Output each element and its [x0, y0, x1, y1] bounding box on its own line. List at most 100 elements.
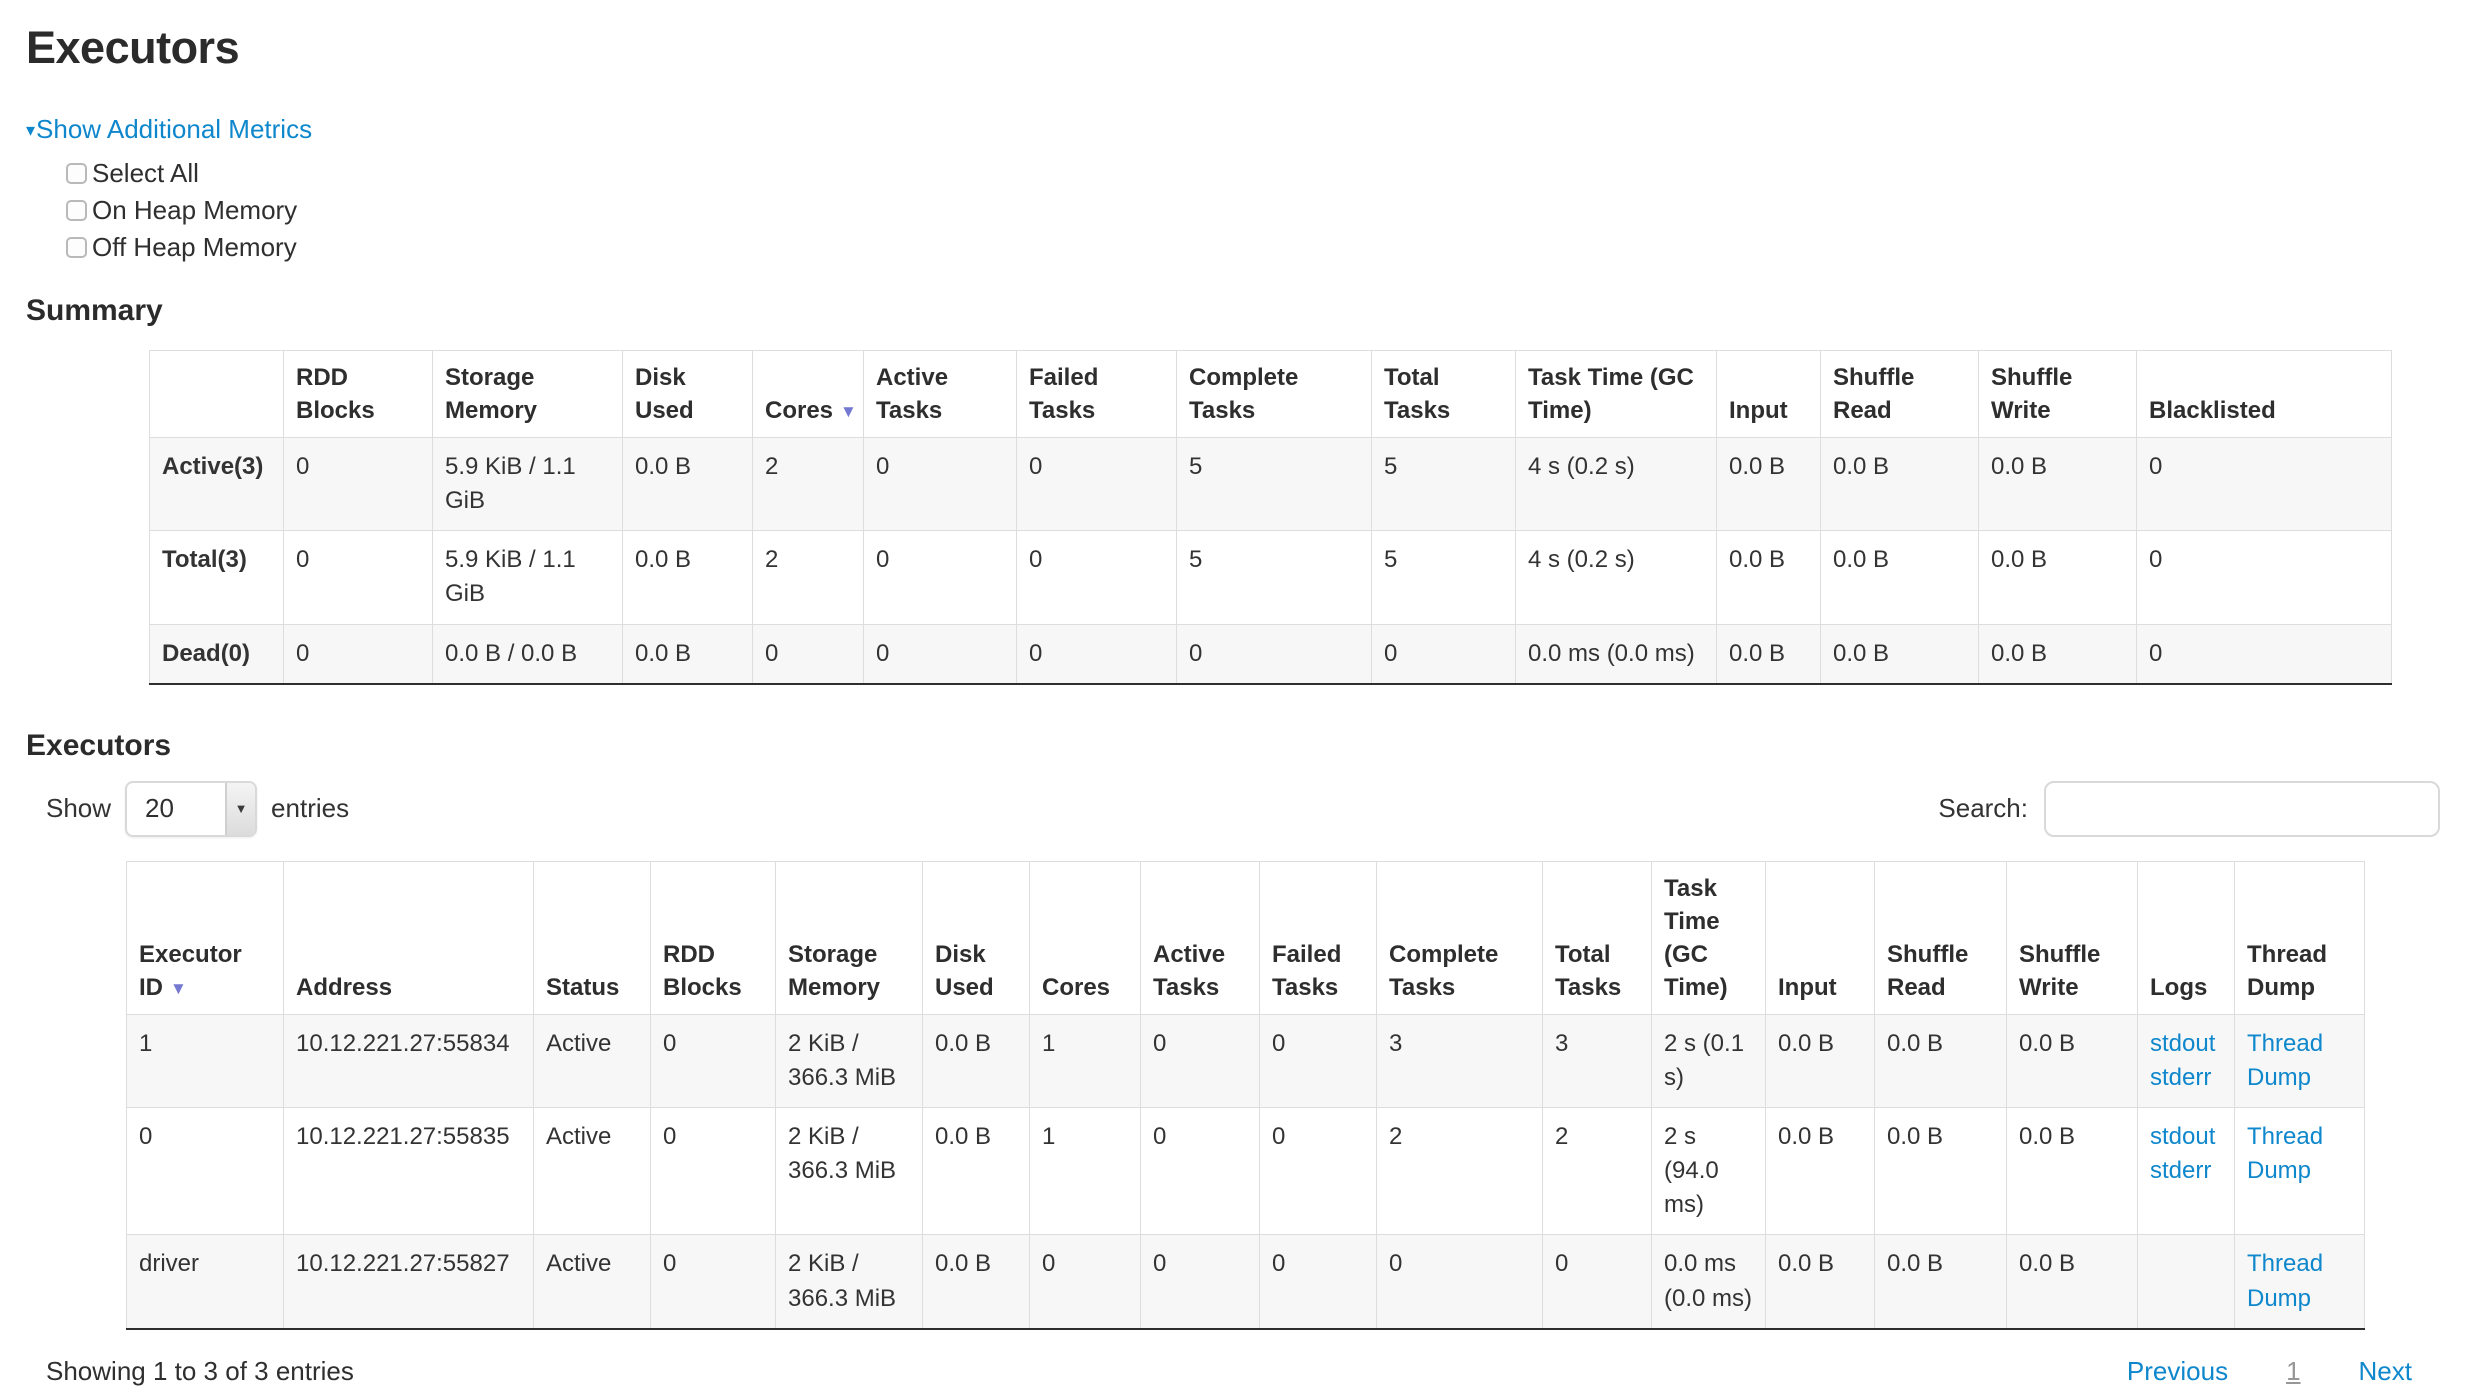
executors-header-failed-tasks[interactable]: Failed Tasks — [1259, 860, 1377, 1016]
executors-header-complete-tasks[interactable]: Complete Tasks — [1376, 860, 1543, 1016]
summary-cell: 0 — [2136, 530, 2392, 625]
summary-cell: 0.0 B — [622, 530, 753, 625]
summary-cell: 2 — [752, 437, 864, 532]
executor-id-cell: driver — [126, 1234, 284, 1330]
executors-header-thread-dump[interactable]: Thread Dump — [2234, 860, 2365, 1016]
stdout-link[interactable]: stdout — [2150, 1123, 2216, 1151]
page-length-select[interactable]: 20 ▼ — [125, 780, 258, 837]
complete-tasks-cell: 2 — [1376, 1107, 1543, 1236]
task-time-cell: 2 s (94.0 ms) — [1651, 1107, 1766, 1236]
summary-header-task-time[interactable]: Task Time (GC Time) — [1515, 349, 1717, 439]
stderr-link[interactable]: stderr — [2150, 1157, 2212, 1185]
thread-dump-link[interactable]: Thread Dump — [2247, 1030, 2324, 1092]
rdd-blocks-cell: 0 — [650, 1234, 776, 1330]
executors-header-disk-used[interactable]: Disk Used — [922, 860, 1030, 1016]
summary-header-storage-memory[interactable]: Storage Memory — [432, 349, 623, 439]
entries-info: Showing 1 to 3 of 3 entries — [46, 1355, 354, 1386]
summary-table: RDD Blocks Storage Memory Disk Used Core… — [149, 349, 2392, 685]
thread-dump-link[interactable]: Thread Dump — [2247, 1250, 2324, 1312]
summary-cell: 0 — [283, 530, 433, 625]
summary-cell: 0.0 B — [1820, 623, 1979, 685]
shuffle-write-cell: 0.0 B — [2006, 1014, 2138, 1109]
executors-header-status[interactable]: Status — [533, 860, 651, 1016]
address-cell: 10.12.221.27:55834 — [283, 1014, 534, 1109]
executors-header-shuffle-read[interactable]: Shuffle Read — [1874, 860, 2007, 1016]
summary-header-total-tasks[interactable]: Total Tasks — [1371, 349, 1516, 439]
disk-used-cell: 0.0 B — [922, 1234, 1030, 1330]
executors-header-logs[interactable]: Logs — [2137, 860, 2235, 1016]
executors-header-executor-id[interactable]: Executor ID ▼ — [126, 860, 284, 1016]
thread-dump-link[interactable]: Thread Dump — [2247, 1123, 2324, 1185]
summary-cell: 5 — [1176, 530, 1372, 625]
summary-header-disk-used[interactable]: Disk Used — [622, 349, 753, 439]
table-controls: Show 20 ▼ entries Search: — [26, 780, 2440, 837]
executors-header-task-time[interactable]: Task Time (GC Time) — [1651, 860, 1766, 1016]
checkbox-unchecked-icon[interactable] — [66, 237, 87, 258]
summary-cell: 5.9 KiB / 1.1 GiB — [432, 530, 623, 625]
status-cell: Active — [533, 1107, 651, 1236]
metric-option-select-all[interactable]: Select All — [66, 155, 2440, 192]
entries-label: entries — [271, 793, 350, 824]
executors-header-rdd-blocks[interactable]: RDD Blocks — [650, 860, 776, 1016]
summary-cell: 0 — [2136, 437, 2392, 532]
executors-header-row: Executor ID ▼ Address Status RDD Blocks S… — [126, 860, 2365, 1016]
rdd-blocks-cell: 0 — [650, 1014, 776, 1109]
summary-header-failed-tasks[interactable]: Failed Tasks — [1016, 349, 1177, 439]
stdout-link[interactable]: stdout — [2150, 1030, 2216, 1058]
executor-id-cell: 1 — [126, 1014, 284, 1109]
summary-header-rdd-blocks[interactable]: RDD Blocks — [283, 349, 433, 439]
summary-header-active-tasks[interactable]: Active Tasks — [863, 349, 1017, 439]
executors-header-total-tasks[interactable]: Total Tasks — [1542, 860, 1652, 1016]
show-additional-metrics-toggle[interactable]: ▾ Show Additional Metrics — [26, 114, 312, 145]
summary-header-shuffle-write[interactable]: Shuffle Write — [1978, 349, 2137, 439]
executors-header-cores[interactable]: Cores — [1029, 860, 1141, 1016]
executors-header-shuffle-write[interactable]: Shuffle Write — [2006, 860, 2138, 1016]
next-button[interactable]: Next — [2358, 1355, 2412, 1386]
summary-cell: 0.0 B — [622, 437, 753, 532]
metric-option-label: On Heap Memory — [92, 195, 298, 225]
checkbox-unchecked-icon[interactable] — [66, 200, 87, 221]
additional-metrics-list: Select All On Heap Memory Off Heap Memor… — [66, 155, 2440, 266]
search-label: Search: — [1938, 793, 2028, 824]
failed-tasks-cell: 0 — [1259, 1107, 1377, 1236]
executor-row: driver 10.12.221.27:55827 Active 0 2 KiB… — [126, 1234, 2365, 1330]
executors-header-storage-memory[interactable]: Storage Memory — [775, 860, 923, 1016]
logs-cell: stdout stderr — [2137, 1014, 2235, 1109]
page-length-value: 20 — [145, 793, 174, 824]
page-1-button[interactable]: 1 — [2286, 1355, 2301, 1386]
summary-cell: 2 — [752, 530, 864, 625]
summary-cell: 0.0 B — [1716, 530, 1821, 625]
executors-header-input[interactable]: Input — [1765, 860, 1875, 1016]
search-input[interactable] — [2044, 780, 2440, 837]
page-title: Executors — [26, 22, 240, 73]
summary-header-corner[interactable] — [149, 349, 284, 439]
summary-cell: 5.9 KiB / 1.1 GiB — [432, 437, 623, 532]
summary-row-dead: Dead(0) 0 0.0 B / 0.0 B 0.0 B 0 0 0 0 0 … — [149, 623, 2392, 685]
metric-option-on-heap-memory[interactable]: On Heap Memory — [66, 192, 2440, 229]
summary-header-shuffle-read[interactable]: Shuffle Read — [1820, 349, 1979, 439]
summary-header-complete-tasks[interactable]: Complete Tasks — [1176, 349, 1372, 439]
metric-option-off-heap-memory[interactable]: Off Heap Memory — [66, 229, 2440, 266]
logs-cell — [2137, 1234, 2235, 1330]
executors-header-active-tasks[interactable]: Active Tasks — [1140, 860, 1260, 1016]
select-caret-icon: ▼ — [234, 801, 248, 817]
checkbox-unchecked-icon[interactable] — [66, 163, 87, 184]
summary-cell: 0.0 B — [1978, 623, 2137, 685]
summary-header-cores[interactable]: Cores ▼ — [752, 349, 864, 439]
executors-header-address[interactable]: Address — [283, 860, 534, 1016]
summary-header-blacklisted[interactable]: Blacklisted — [2136, 349, 2392, 439]
total-tasks-cell: 2 — [1542, 1107, 1652, 1236]
sort-desc-icon: ▼ — [840, 402, 857, 422]
previous-button[interactable]: Previous — [2126, 1355, 2229, 1386]
summary-cell: 0 — [752, 623, 864, 685]
summary-header-input[interactable]: Input — [1716, 349, 1821, 439]
metric-option-label: Select All — [92, 158, 199, 188]
summary-cell: 0.0 B — [1820, 530, 1979, 625]
stderr-link[interactable]: stderr — [2150, 1064, 2212, 1092]
summary-row-label: Active(3) — [149, 437, 284, 532]
storage-memory-cell: 2 KiB / 366.3 MiB — [775, 1014, 923, 1109]
select-dropdown-button[interactable]: ▼ — [225, 782, 256, 835]
summary-cell: 4 s (0.2 s) — [1515, 530, 1717, 625]
shuffle-write-cell: 0.0 B — [2006, 1234, 2138, 1330]
